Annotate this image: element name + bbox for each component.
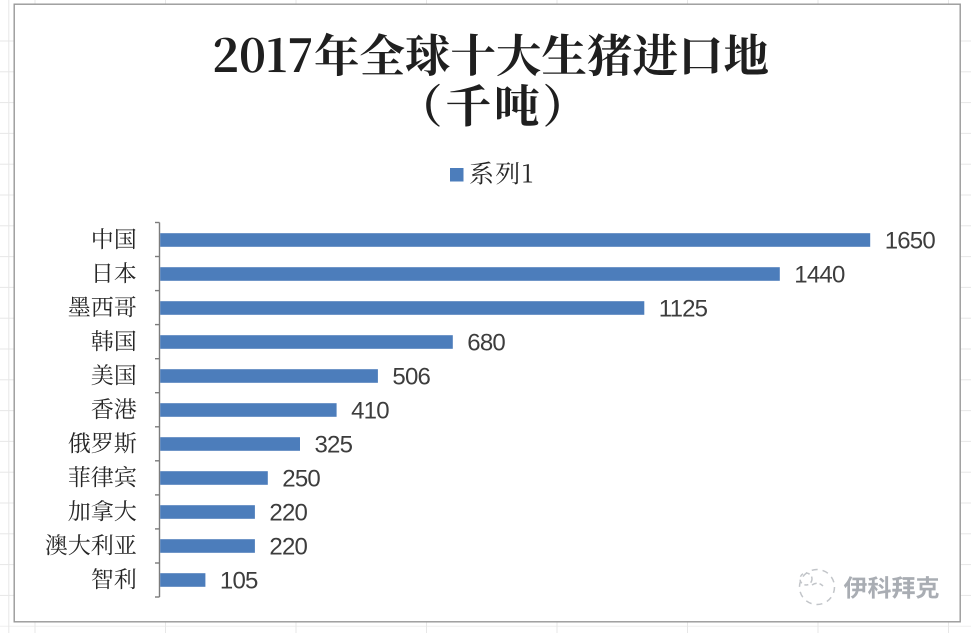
svg-text:680: 680 — [467, 330, 505, 357]
svg-text:220: 220 — [269, 500, 307, 527]
svg-text:325: 325 — [315, 432, 353, 459]
svg-text:250: 250 — [282, 466, 320, 493]
svg-text:410: 410 — [351, 398, 389, 425]
svg-text:220: 220 — [269, 534, 307, 561]
svg-text:1125: 1125 — [659, 296, 708, 323]
svg-text:506: 506 — [392, 364, 430, 391]
svg-text:1650: 1650 — [885, 228, 936, 255]
svg-text:105: 105 — [220, 568, 258, 595]
svg-text:1440: 1440 — [794, 262, 845, 289]
